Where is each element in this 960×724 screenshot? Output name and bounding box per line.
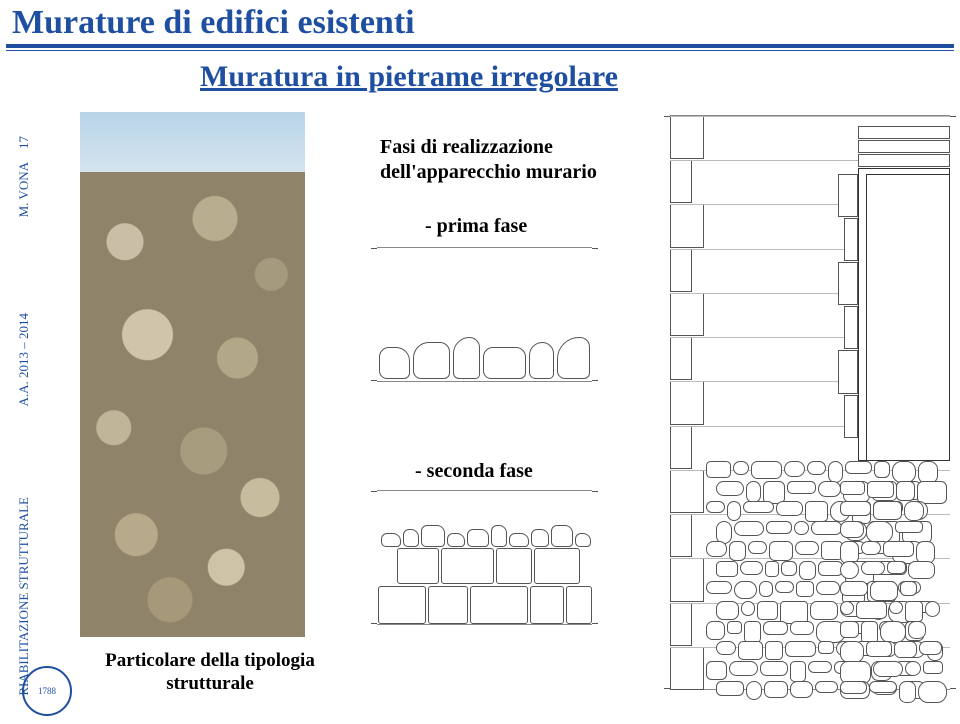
sidebar-author: M. VONA 17 (16, 136, 32, 217)
photo-wall (80, 172, 305, 637)
page-title: Murature di edifici esistenti (6, 4, 954, 42)
diagram-seconda-fase (377, 490, 592, 625)
phase-title-line2: dell'apparecchio murario (380, 161, 597, 183)
phase-title-line1: Fasi di realizzazione (380, 136, 553, 158)
phase-title: Fasi di realizzazione dell'apparecchio m… (380, 135, 597, 185)
sidebar-page-number: 17 (16, 136, 31, 149)
sidebar-author-text: M. VONA (16, 162, 31, 217)
seal-year: 1788 (38, 686, 56, 696)
university-seal-icon: 1788 (22, 666, 72, 716)
phase-label-second: - seconda fase (415, 460, 533, 483)
masonry-photo (80, 112, 305, 637)
page-subtitle: Muratura in pietrame irregolare (200, 60, 618, 94)
photo-sky (80, 112, 305, 172)
sidebar: M. VONA 17 A.A. 2013 – 2014 RIABILITAZIO… (12, 136, 36, 696)
diagram-parete (670, 115, 950, 690)
sidebar-course: RIABILITAZIONE STRUTTURALE (16, 497, 32, 696)
title-underline (6, 44, 954, 48)
photo-caption: Particolare della tipologia strutturale (105, 650, 315, 696)
title-underline-thin (6, 50, 954, 51)
diagram-prima-fase (377, 247, 592, 382)
sidebar-year: A.A. 2013 – 2014 (16, 313, 32, 407)
title-bar: Murature di edifici esistenti (6, 4, 954, 51)
phase-label-first: - prima fase (425, 215, 527, 238)
